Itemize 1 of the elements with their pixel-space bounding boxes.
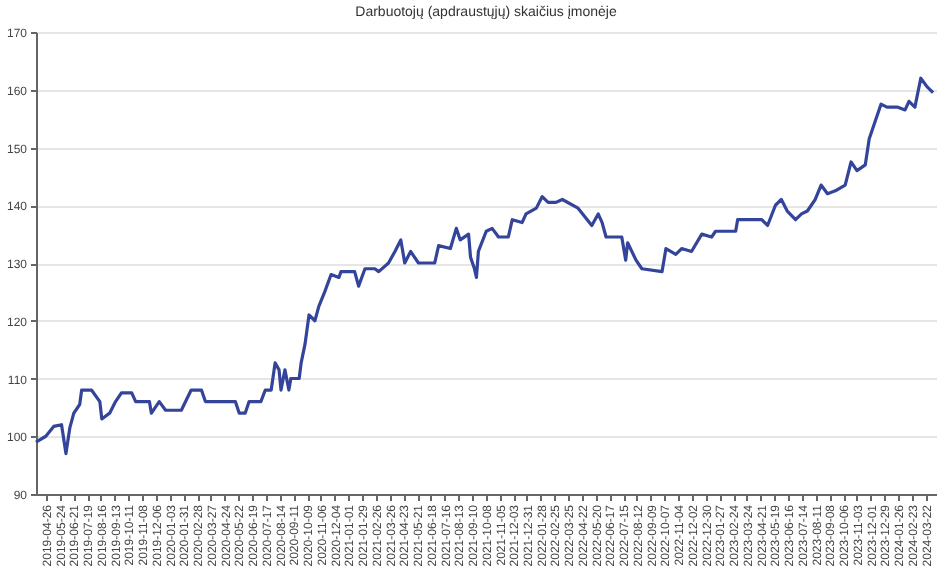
line-series [34,76,935,456]
